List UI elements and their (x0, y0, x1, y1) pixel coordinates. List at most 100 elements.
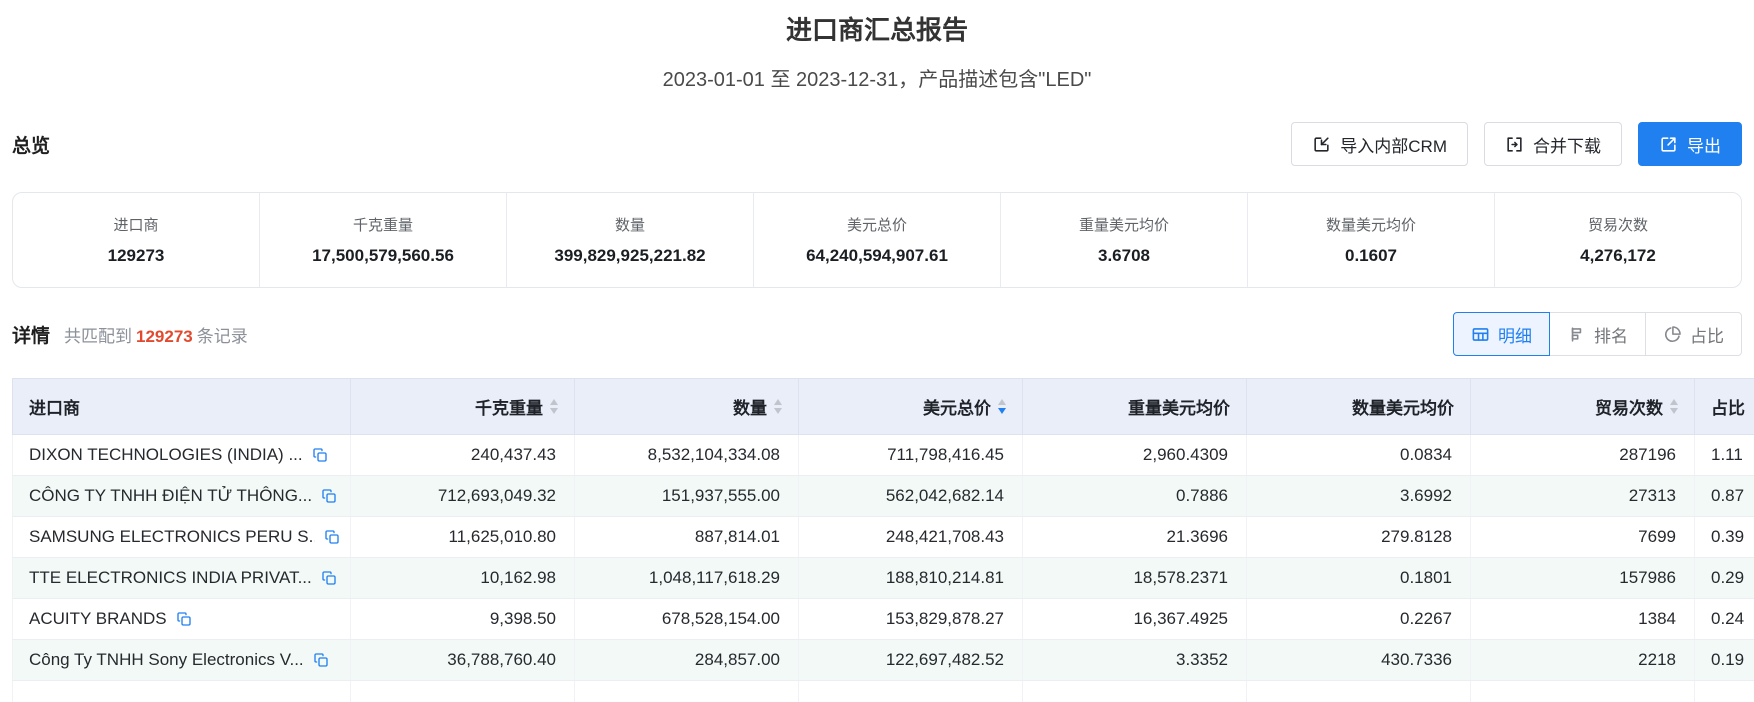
stat-item: 数量 399,829,925,221.82 (506, 193, 753, 287)
merge-download-button[interactable]: 合并下载 (1484, 122, 1622, 166)
stat-label: 数量美元均价 (1325, 217, 1416, 234)
stat-item: 重量美元均价 3.6708 (1000, 193, 1247, 287)
column-label: 占比 (1711, 399, 1745, 418)
weight-cell: 10,162.98 (350, 557, 575, 599)
column-header[interactable]: 千克重量 (350, 378, 575, 435)
column-header[interactable]: 重量美元均价 (1022, 378, 1247, 435)
column-label: 数量 (733, 399, 767, 418)
stat-label: 千克重量 (352, 217, 413, 234)
overview-heading: 总览 (12, 135, 51, 157)
column-header[interactable]: 占比 (1694, 378, 1754, 435)
column-header[interactable]: 贸易次数 (1470, 378, 1695, 435)
importer-cell: DIXON TECHNOLOGIES (INDIA) ... (12, 434, 351, 476)
page-subtitle: 2023-01-01 至 2023-12-31，产品描述包含"LED" (662, 69, 1092, 91)
share-cell: 0.19 (1694, 639, 1754, 681)
stat-item: 千克重量 17,500,579,560.56 (259, 193, 506, 287)
table-row: SAMSUNG ELECTRONICS PERU S... 11,625,010… (12, 516, 1754, 558)
usd-per-qty-cell: 279.8128 (1246, 516, 1471, 558)
table-icon (1471, 325, 1490, 344)
usd-total-cell: 711,798,416.45 (798, 434, 1023, 476)
sort-icon[interactable] (774, 399, 782, 414)
usd-per-weight-cell: 3.3352 (1022, 639, 1247, 681)
importer-cell: CÔNG TY TNHH ĐIỆN TỬ THÔNG... (12, 475, 351, 517)
trades-cell: 7699 (1470, 516, 1695, 558)
stat-value: 4,276,172 (1580, 246, 1656, 265)
importer-cell: TTE ELECTRONICS INDIA PRIVAT... (12, 557, 351, 599)
copy-icon[interactable] (321, 488, 337, 504)
stat-label: 重量美元均价 (1078, 217, 1169, 234)
copy-icon[interactable] (321, 570, 337, 586)
column-label: 美元总价 (923, 399, 991, 418)
usd-per-weight-cell: 0.7886 (1022, 475, 1247, 517)
copy-icon[interactable] (324, 529, 340, 545)
weight-cell: 712,693,049.32 (350, 475, 575, 517)
stat-value: 64,240,594,907.61 (806, 246, 948, 265)
usd-per-weight-cell: 21.3696 (1022, 516, 1247, 558)
trades-cell: 27313 (1470, 475, 1695, 517)
trades-cell: 1384 (1470, 598, 1695, 640)
usd-per-qty-cell: 0.0834 (1246, 434, 1471, 476)
column-label: 贸易次数 (1595, 399, 1663, 418)
column-label: 数量美元均价 (1352, 399, 1454, 418)
column-label: 重量美元均价 (1128, 399, 1230, 418)
column-header[interactable]: 数量美元均价 (1246, 378, 1471, 435)
usd-per-qty-cell: 0.1801 (1246, 557, 1471, 599)
column-header[interactable]: 美元总价 (798, 378, 1023, 435)
usd-per-qty-cell: 430.7336 (1246, 639, 1471, 681)
sort-icon[interactable] (550, 399, 558, 414)
weight-cell: 240,437.43 (350, 434, 575, 476)
share-cell: 0.87 (1694, 475, 1754, 517)
sort-icon[interactable] (1670, 399, 1678, 414)
table-row: Công Ty TNHH Sony Electronics V... 36,78… (12, 639, 1754, 681)
trades-cell: 287196 (1470, 434, 1695, 476)
trades-cell: 2218 (1470, 639, 1695, 681)
share-cell: 0.39 (1694, 516, 1754, 558)
usd-per-weight-cell: 16,367.4925 (1022, 598, 1247, 640)
quantity-cell: 284,857.00 (574, 639, 799, 681)
sort-icon[interactable] (998, 399, 1006, 414)
column-header[interactable]: 数量 (574, 378, 799, 435)
copy-icon[interactable] (313, 652, 329, 668)
table-row: TTE ELECTRONICS INDIA PRIVAT... 10,162.9… (12, 557, 1754, 599)
importer-cell: Công Ty TNHH Sony Electronics V... (12, 639, 351, 681)
toolbar: 导入内部CRM 合并下载 导出 (1291, 122, 1742, 166)
tab-share[interactable]: 占比 (1645, 312, 1742, 356)
stat-value: 0.1607 (1345, 246, 1397, 265)
quantity-cell: 8,532,104,334.08 (574, 434, 799, 476)
importer-name: Công Ty TNHH Sony Electronics V... (29, 650, 304, 669)
stat-item: 数量美元均价 0.1607 (1247, 193, 1494, 287)
export-button[interactable]: 导出 (1638, 122, 1742, 166)
stat-label: 进口商 (113, 217, 159, 234)
importer-cell: SAMSUNG ELECTRONICS PERU S... (12, 516, 351, 558)
results-table: 进口商 千克重量 数量 美元总价 重量美元均价 数量美元均价 (12, 378, 1754, 702)
usd-total-cell: 248,421,708.43 (798, 516, 1023, 558)
stat-item: 进口商 129273 (13, 193, 259, 287)
import-icon (1312, 135, 1331, 154)
importer-name: ACUITY BRANDS (29, 609, 167, 628)
stat-value: 129273 (107, 246, 165, 265)
usd-per-qty-cell: 0.2267 (1246, 598, 1471, 640)
tab-detail[interactable]: 明细 (1453, 312, 1550, 356)
column-label: 进口商 (29, 399, 80, 418)
table-row-partial (12, 680, 1754, 702)
stat-item: 美元总价 64,240,594,907.61 (753, 193, 1000, 287)
table-row: DIXON TECHNOLOGIES (INDIA) ... 240,437.4… (12, 434, 1754, 476)
stat-label: 数量 (614, 217, 645, 234)
overview-section-bar: 总览 导入内部CRM 合并下载 导出 (0, 122, 1754, 166)
quantity-cell: 151,937,555.00 (574, 475, 799, 517)
weight-cell: 11,625,010.80 (350, 516, 575, 558)
usd-total-cell: 188,810,214.81 (798, 557, 1023, 599)
match-text: 共匹配到 129273 条记录 (64, 326, 248, 346)
table-row: CÔNG TY TNHH ĐIỆN TỬ THÔNG... 712,693,04… (12, 475, 1754, 517)
stat-item: 贸易次数 4,276,172 (1494, 193, 1741, 287)
tab-ranking[interactable]: 排名 (1549, 312, 1646, 356)
copy-icon[interactable] (176, 611, 192, 627)
copy-icon[interactable] (312, 447, 328, 463)
import-crm-button[interactable]: 导入内部CRM (1291, 122, 1468, 166)
column-header[interactable]: 进口商 (12, 378, 351, 435)
quantity-cell: 678,528,154.00 (574, 598, 799, 640)
importer-name: DIXON TECHNOLOGIES (INDIA) ... (29, 445, 303, 464)
stat-label: 美元总价 (846, 217, 907, 234)
overview-card: 进口商 129273 千克重量 17,500,579,560.56 数量 399… (12, 192, 1742, 288)
details-heading: 详情 (12, 325, 51, 347)
